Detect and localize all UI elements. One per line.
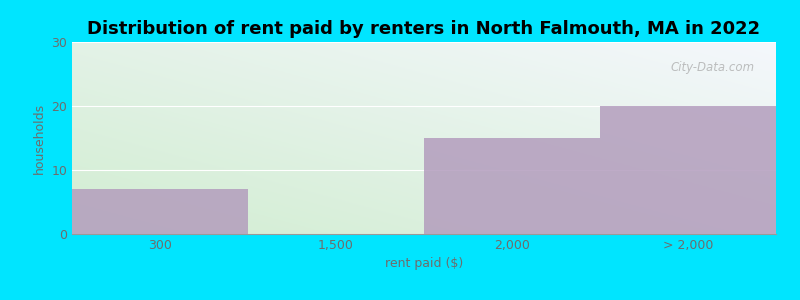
Bar — [72, 189, 248, 234]
Bar — [600, 106, 776, 234]
Y-axis label: households: households — [33, 102, 46, 174]
X-axis label: rent paid ($): rent paid ($) — [385, 257, 463, 270]
Bar — [424, 138, 600, 234]
Text: City-Data.com: City-Data.com — [670, 61, 755, 74]
Title: Distribution of rent paid by renters in North Falmouth, MA in 2022: Distribution of rent paid by renters in … — [87, 20, 761, 38]
